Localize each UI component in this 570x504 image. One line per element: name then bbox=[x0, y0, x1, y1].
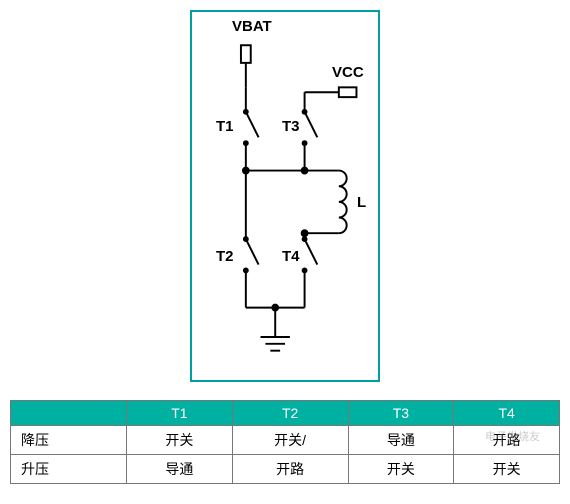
row-label-boost: 升压 bbox=[11, 455, 127, 484]
cell: 开路 bbox=[232, 455, 348, 484]
cell: 开关 bbox=[348, 455, 454, 484]
col-t1: T1 bbox=[127, 401, 233, 426]
label-vcc: VCC bbox=[332, 64, 364, 81]
cell: 导通 bbox=[348, 426, 454, 455]
cell: 开关/ bbox=[232, 426, 348, 455]
cell: 开关 bbox=[127, 426, 233, 455]
label-L: L bbox=[357, 194, 366, 211]
table-header-row: T1 T2 T3 T4 bbox=[11, 401, 560, 426]
label-t1: T1 bbox=[216, 118, 234, 135]
col-t4: T4 bbox=[454, 401, 560, 426]
col-t2: T2 bbox=[232, 401, 348, 426]
label-t3: T3 bbox=[282, 118, 300, 135]
table-row: 降压 开关 开关/ 导通 开路 bbox=[11, 426, 560, 455]
cell: 导通 bbox=[127, 455, 233, 484]
circuit-diagram: VBAT VCC T1 T3 L T2 T4 bbox=[190, 10, 380, 382]
cell: 开路 bbox=[454, 426, 560, 455]
table-row: 升压 导通 开路 开关 开关 bbox=[11, 455, 560, 484]
col-t3: T3 bbox=[348, 401, 454, 426]
mode-table: T1 T2 T3 T4 降压 开关 开关/ 导通 开路 升压 导通 开路 开关 … bbox=[10, 400, 560, 484]
col-blank bbox=[11, 401, 127, 426]
label-vbat: VBAT bbox=[232, 18, 272, 35]
cell: 开关 bbox=[454, 455, 560, 484]
label-t2: T2 bbox=[216, 248, 234, 265]
label-t4: T4 bbox=[282, 248, 300, 265]
row-label-buck: 降压 bbox=[11, 426, 127, 455]
